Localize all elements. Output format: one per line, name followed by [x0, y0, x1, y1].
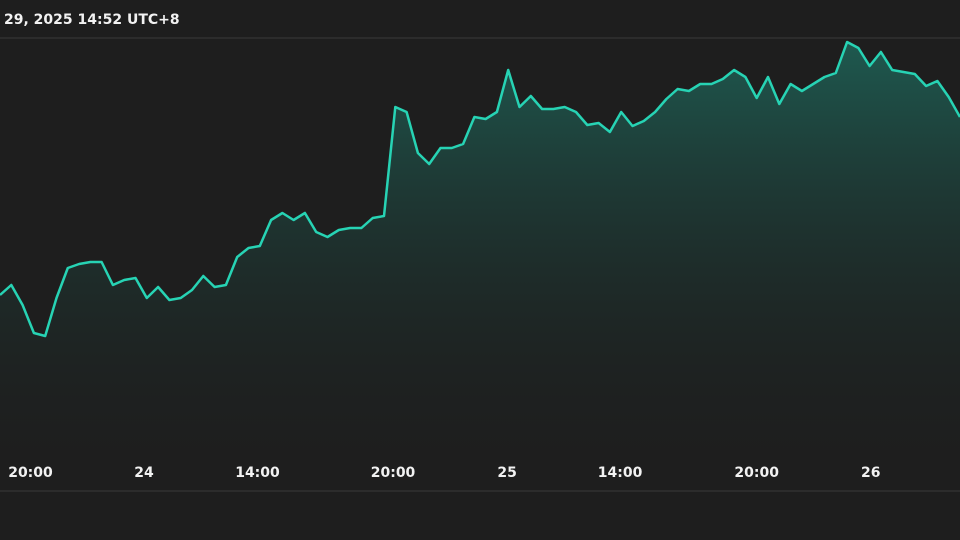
price-line — [0, 40, 960, 338]
x-tick-label: 14:00 — [235, 465, 280, 481]
area-fill — [0, 42, 960, 490]
x-tick-label: 20:00 — [8, 465, 53, 481]
x-tick-label: 25 — [497, 465, 516, 481]
x-tick-label: 14:00 — [598, 465, 643, 481]
x-tick-label: 20:00 — [371, 465, 416, 481]
x-tick-label: 20:00 — [734, 465, 779, 481]
chart-title: 29, 2025 14:52 UTC+8 — [4, 12, 180, 28]
x-tick-label: 24 — [134, 465, 154, 481]
x-tick-label: 26 — [861, 465, 880, 481]
